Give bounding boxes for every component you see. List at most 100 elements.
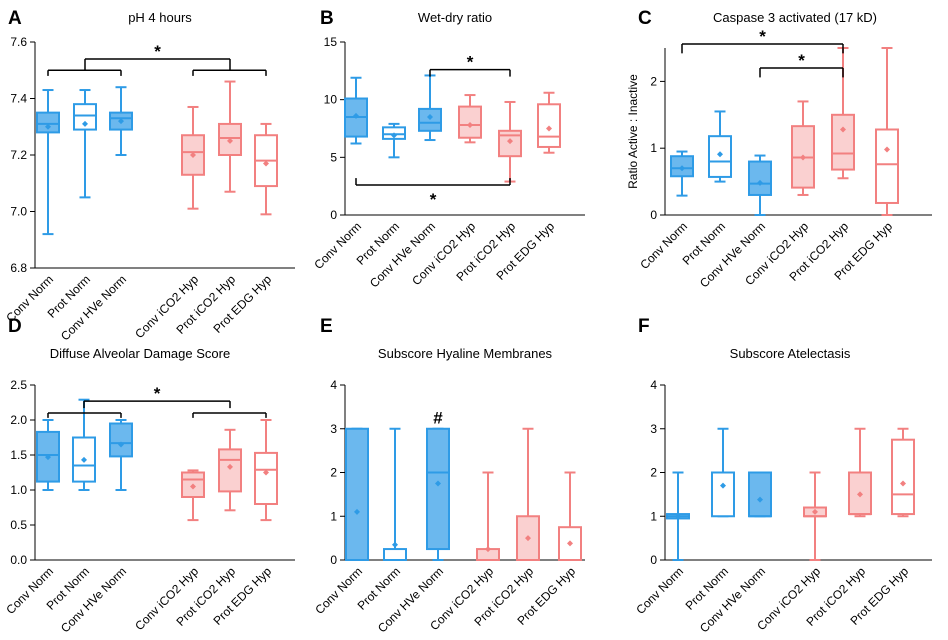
chart-title: Subscore Hyaline Membranes xyxy=(378,346,553,361)
box-prot-edg-hyp xyxy=(537,91,561,154)
group-bracket xyxy=(47,412,122,418)
mean-marker xyxy=(392,541,398,548)
mean-marker xyxy=(81,456,87,463)
box-conv-norm xyxy=(670,150,694,197)
iqr-box xyxy=(426,427,450,551)
annotation-label: # xyxy=(433,409,443,428)
y-axis-label: Ratio Active : Inactive xyxy=(626,74,640,189)
box-prot-norm xyxy=(708,110,732,183)
iqr-box xyxy=(109,422,133,458)
box-conv-hve-norm xyxy=(109,419,133,491)
box-prot-edg-hyp xyxy=(254,419,278,522)
x-tick-label: Conv iCO2 Hyp xyxy=(132,564,201,633)
box-prot-ico2-hyp xyxy=(848,427,872,518)
box-prot-edg-hyp xyxy=(254,122,278,216)
chart-title: Subscore Atelectasis xyxy=(730,346,851,361)
panel-e: E Subscore Hyaline Membranes 0 1 2 3 4 Conv Nor… xyxy=(312,316,585,635)
y-tick-label: 0 xyxy=(650,208,657,222)
box-conv-hve-norm xyxy=(418,74,442,142)
mean-marker xyxy=(427,113,433,120)
iqr-box xyxy=(875,128,899,204)
significance-label: * xyxy=(759,27,766,46)
x-tick-label: Conv Norm xyxy=(633,564,686,617)
panel-c: C Caspase 3 activated (17 kD) 0 1 2 Ratio Act… xyxy=(626,8,932,290)
mean-marker xyxy=(840,126,846,133)
mean-marker xyxy=(227,137,233,144)
iqr-box xyxy=(831,113,855,171)
box-conv-ico2-hyp xyxy=(181,105,205,210)
significance-bracket: * xyxy=(84,42,231,71)
group-bracket xyxy=(47,69,122,76)
chart-title: Caspase 3 activated (17 kD) xyxy=(713,10,877,25)
mean-marker xyxy=(190,483,196,490)
panel-d: D Diffuse Alveolar Damage Score 0.0 0.5 1.0 1… xyxy=(3,316,295,635)
box-prot-ico2-hyp xyxy=(498,100,522,183)
box-conv-norm xyxy=(345,427,369,561)
mean-marker xyxy=(757,179,763,186)
mean-marker xyxy=(800,154,806,161)
y-tick-label: 7.4 xyxy=(10,92,27,106)
mean-marker xyxy=(884,146,890,153)
mean-marker xyxy=(567,540,573,547)
mean-marker xyxy=(391,132,397,139)
mean-marker xyxy=(45,123,51,130)
y-tick-label: 6.8 xyxy=(10,261,27,275)
mean-marker xyxy=(227,463,233,470)
y-tick-label: 2 xyxy=(650,74,657,88)
x-tick-label: Conv HVe Norm xyxy=(58,564,129,635)
x-tick-label: Conv Norm xyxy=(3,564,56,617)
box-prot-edg-hyp xyxy=(558,471,582,561)
mean-marker xyxy=(263,160,269,167)
box-prot-ico2-hyp xyxy=(831,47,855,180)
box-prot-norm xyxy=(72,398,96,491)
mean-marker xyxy=(45,454,51,461)
mean-marker xyxy=(675,513,681,520)
panel-letter: D xyxy=(8,316,22,337)
significance-bracket: * xyxy=(429,53,511,77)
box-conv-hve-norm xyxy=(426,427,450,561)
y-tick-label: 15 xyxy=(324,35,338,49)
iqr-box xyxy=(748,471,772,518)
y-tick-label: 1 xyxy=(650,141,657,155)
y-tick-label: 7.6 xyxy=(10,35,27,49)
significance-bracket: * xyxy=(759,51,844,78)
significance-bracket: * xyxy=(355,178,511,209)
chart-title: Wet-dry ratio xyxy=(418,10,492,25)
iqr-box xyxy=(891,438,915,516)
chart-title: pH 4 hours xyxy=(128,10,192,25)
y-tick-label: 7.0 xyxy=(10,205,27,219)
y-tick-label: 2.0 xyxy=(10,413,27,427)
y-tick-label: 2.5 xyxy=(10,378,27,392)
box-conv-ico2-hyp xyxy=(458,94,482,144)
y-tick-label: 10 xyxy=(324,93,338,107)
y-tick-label: 1 xyxy=(650,509,657,523)
box-conv-hve-norm xyxy=(109,86,133,156)
iqr-box xyxy=(345,427,369,561)
panel-letter: F xyxy=(638,316,650,337)
y-tick-label: 0 xyxy=(650,553,657,567)
box-conv-norm xyxy=(36,419,60,491)
mean-marker xyxy=(118,118,124,125)
mean-marker xyxy=(757,496,763,503)
box-conv-ico2-hyp xyxy=(476,471,500,561)
box-conv-norm xyxy=(344,76,368,145)
box-conv-ico2-hyp xyxy=(803,471,827,561)
panel-letter: E xyxy=(320,316,333,337)
iqr-box xyxy=(748,160,772,196)
box-prot-norm xyxy=(382,122,406,159)
mean-marker xyxy=(190,152,196,158)
box-prot-norm xyxy=(711,427,735,518)
mean-marker xyxy=(900,480,906,487)
box-prot-edg-hyp xyxy=(891,427,915,518)
significance-label: * xyxy=(430,190,437,209)
mean-marker xyxy=(812,508,818,515)
iqr-box xyxy=(711,471,735,518)
significance-bracket: * xyxy=(681,27,844,54)
x-tick-label: Conv Norm xyxy=(637,219,690,272)
iqr-box xyxy=(383,548,407,561)
y-tick-label: 0 xyxy=(330,208,337,222)
